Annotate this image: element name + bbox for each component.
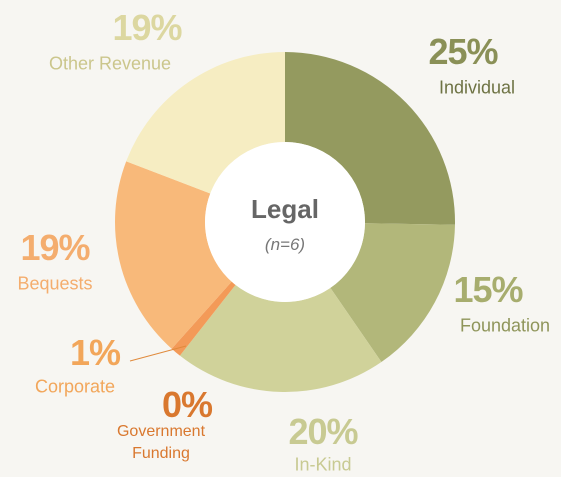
value-label: 19% [20,227,90,268]
slice [171,281,236,356]
slice [179,284,382,392]
slices [115,52,456,392]
slice [126,52,286,194]
category-label: In-Kind [294,454,352,475]
category-label: Corporate [34,376,116,397]
slice [285,52,456,225]
value-label: 15% [453,269,523,310]
leader-line [129,345,187,362]
value-label: 0% [161,384,213,425]
chart-title: Legal [251,194,319,224]
slice [115,161,232,349]
value-label: 19% [112,7,182,48]
value-label: 25% [428,31,498,72]
chart-subtitle: (n=6) [265,235,305,254]
category-label: Bequests [17,273,93,294]
donut-hole [205,142,365,302]
slice [330,223,455,363]
category-label: Foundation [459,315,551,336]
value-label: 20% [288,411,358,452]
category-label: Other Revenue [48,53,172,74]
category-label: Individual [438,77,516,98]
category-label: Government Funding [116,423,206,462]
value-label: 1% [69,332,121,373]
